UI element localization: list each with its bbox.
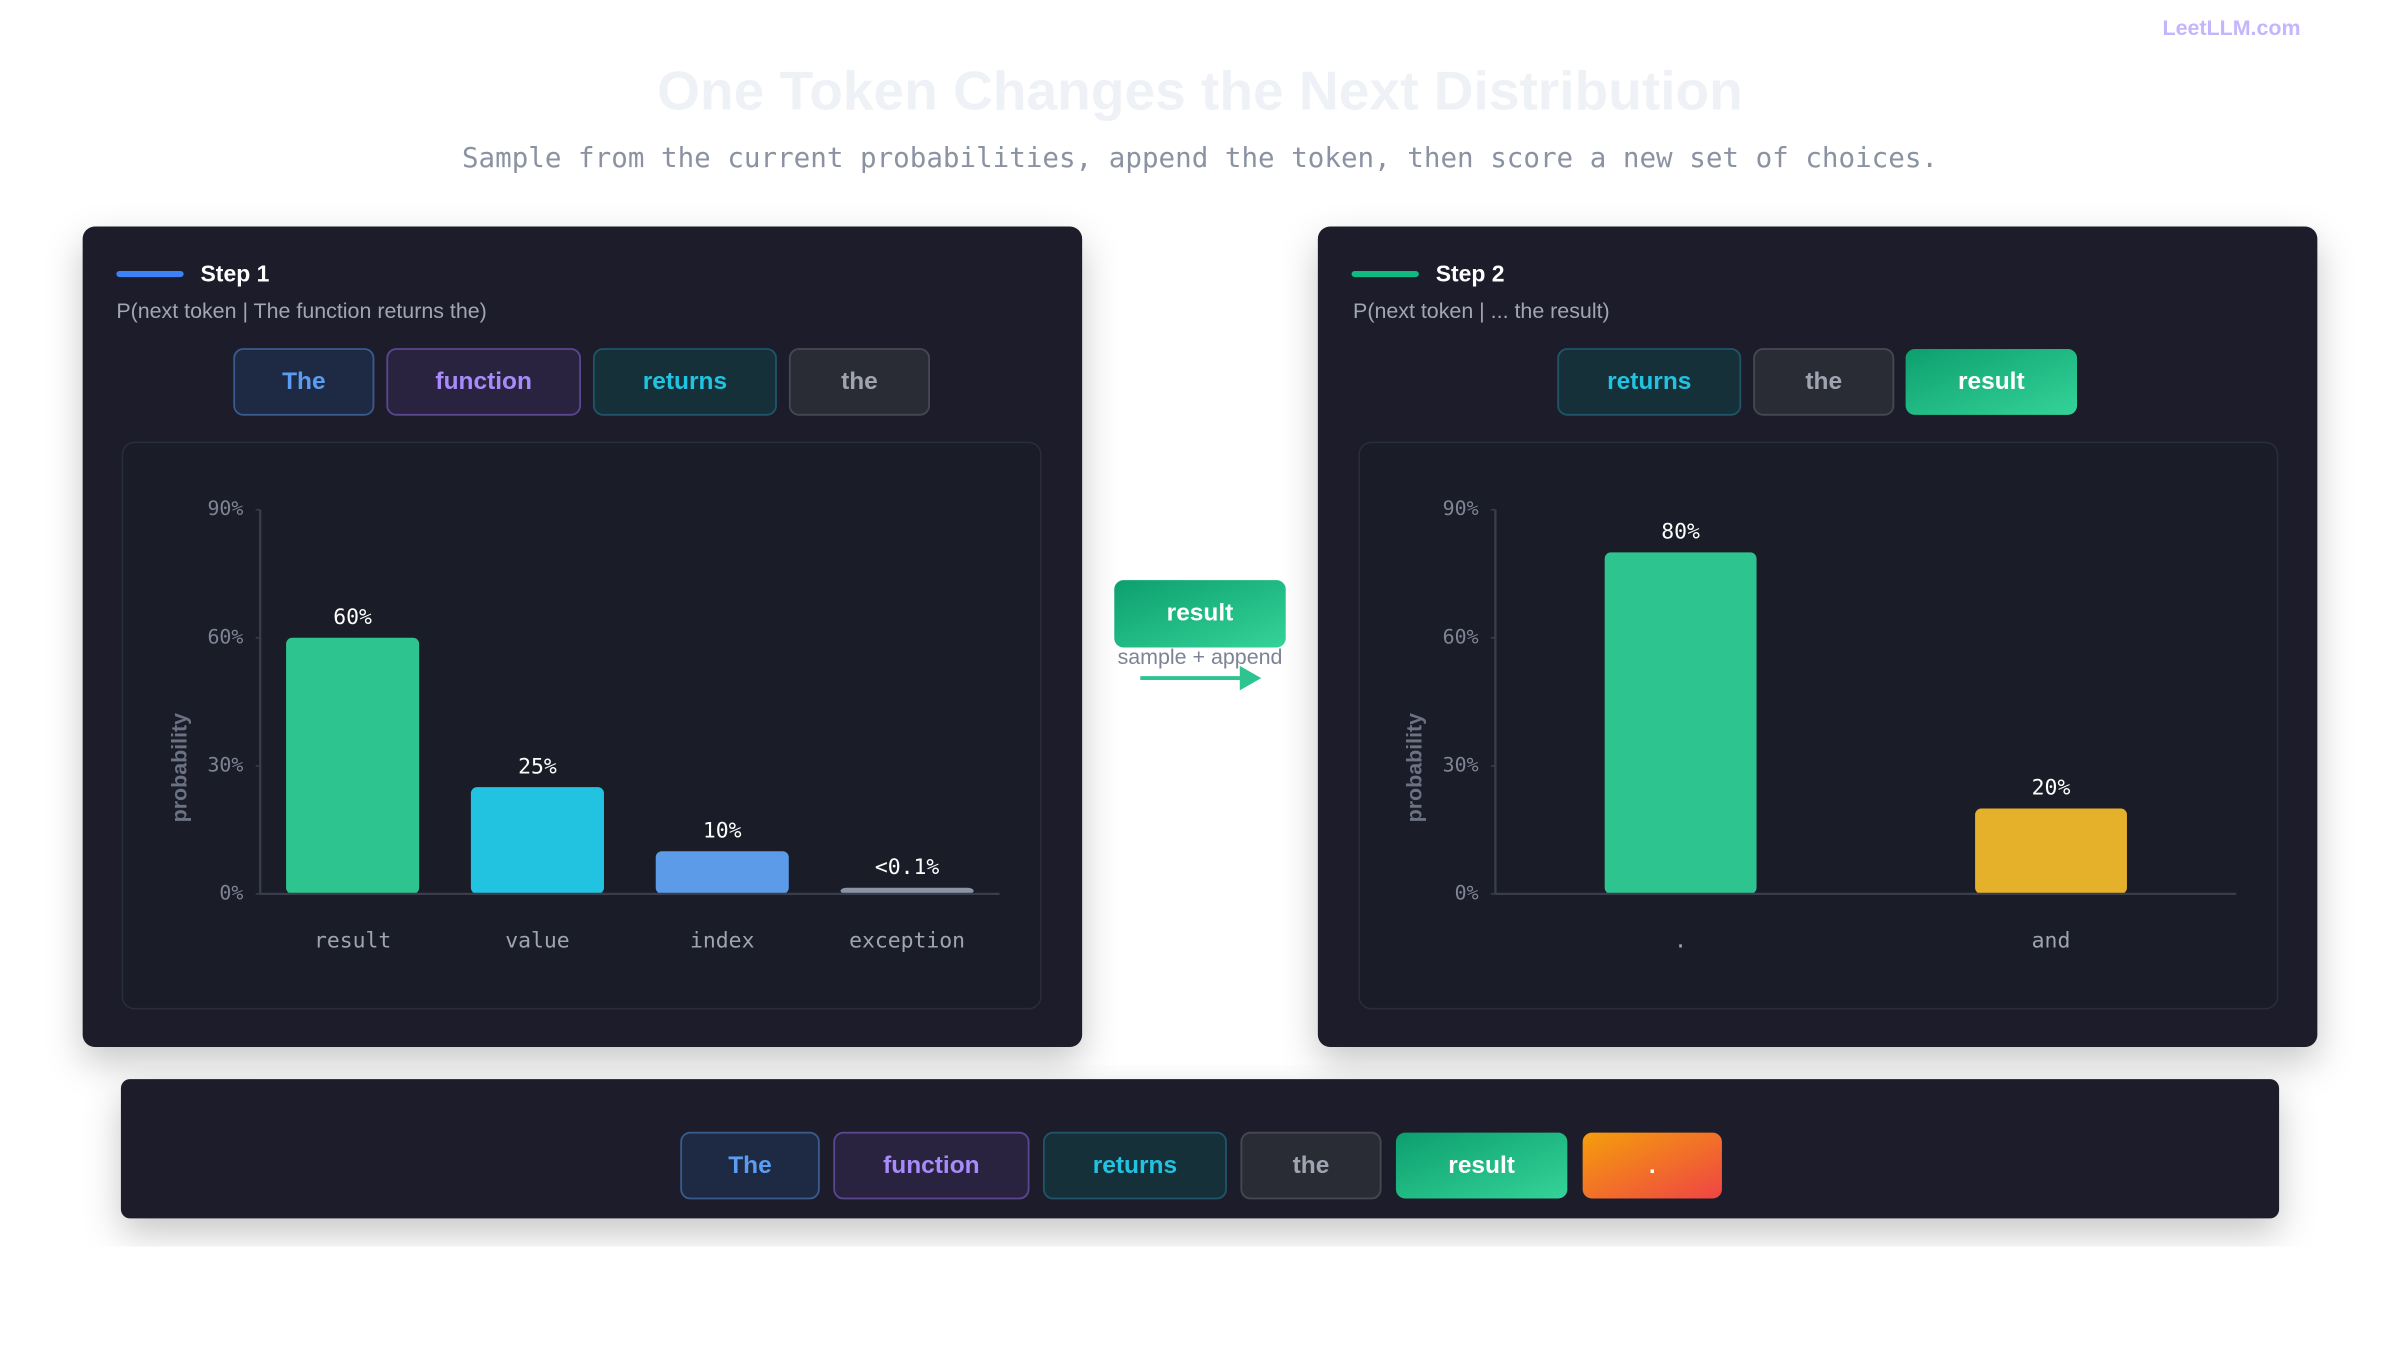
- token-chip: [1240, 1131, 1382, 1200]
- token-chip: [1582, 1132, 1722, 1199]
- token-chip: [680, 1131, 820, 1200]
- y-tick-label: 0%: [1455, 881, 1479, 904]
- token-text: returns: [1607, 368, 1691, 395]
- token-text: result: [1448, 1152, 1515, 1179]
- title: One Token Changes the Next Distribution: [657, 59, 1743, 121]
- bar: [470, 787, 604, 894]
- bar: [1604, 552, 1757, 894]
- x-tick-label: value: [505, 928, 569, 953]
- token-chip: [386, 348, 582, 416]
- step-label: Step 2: [1436, 261, 1505, 287]
- value-label: 20%: [2032, 776, 2071, 801]
- arrow-head: [1239, 665, 1262, 691]
- sampled-token: [1114, 580, 1286, 648]
- subtitle: Sample from the current probabilities, a…: [462, 142, 1938, 174]
- token-chip: [1395, 1132, 1568, 1199]
- y-axis-label: probability: [167, 713, 191, 823]
- step-label: Step 1: [201, 261, 270, 287]
- step-context: P(next token | ... the result): [1353, 299, 1610, 323]
- token-text: the: [1805, 368, 1842, 395]
- value-label: 80%: [1661, 520, 1700, 545]
- token-chip: [1905, 349, 2078, 415]
- value-label: 25%: [518, 754, 557, 779]
- token-chip: [1042, 1131, 1227, 1200]
- x-tick-label: .: [1674, 928, 1687, 953]
- y-tick-label: 30%: [1443, 753, 1479, 776]
- value-label: <0.1%: [875, 855, 940, 880]
- token-chip: [833, 1131, 1030, 1200]
- token-text: the: [841, 368, 878, 395]
- token-chip: [233, 348, 375, 416]
- token-text: function: [435, 368, 531, 395]
- token-chip: [1753, 348, 1895, 416]
- bar: [655, 851, 789, 894]
- watermark: LeetLLM.com: [2163, 16, 2301, 40]
- token-text: returns: [643, 368, 727, 395]
- token-chip: [1557, 348, 1742, 416]
- y-tick-label: 90%: [207, 497, 243, 520]
- y-tick-label: 60%: [207, 625, 243, 648]
- y-tick-label: 60%: [1443, 625, 1479, 648]
- token-text: function: [883, 1152, 980, 1179]
- token-chip: [592, 348, 777, 416]
- x-tick-label: and: [2032, 928, 2071, 953]
- token-text: The: [282, 368, 326, 395]
- value-label: 10%: [703, 818, 742, 843]
- token-text: .: [1649, 1152, 1656, 1179]
- chart-frame: [1358, 441, 2279, 1010]
- x-tick-label: index: [690, 928, 755, 953]
- bar: [286, 637, 420, 894]
- x-tick-label: exception: [849, 928, 965, 953]
- token-text: the: [1293, 1152, 1330, 1179]
- transition-caption: sample + append: [1118, 645, 1283, 669]
- y-tick-label: 0%: [219, 881, 243, 904]
- sampled-token-text: result: [1167, 599, 1234, 626]
- y-tick-label: 90%: [1443, 497, 1479, 520]
- value-label: 60%: [333, 605, 372, 630]
- bar: [1975, 808, 2127, 894]
- token-chip: [788, 348, 930, 416]
- x-tick-label: result: [314, 928, 391, 953]
- step-context: P(next token | The function returns the): [116, 299, 486, 323]
- bar: [840, 887, 974, 894]
- token-text: returns: [1093, 1152, 1177, 1179]
- token-text: The: [728, 1152, 772, 1179]
- y-tick-label: 30%: [207, 753, 243, 776]
- token-text: result: [1958, 368, 2025, 395]
- y-axis-label: probability: [1402, 713, 1426, 823]
